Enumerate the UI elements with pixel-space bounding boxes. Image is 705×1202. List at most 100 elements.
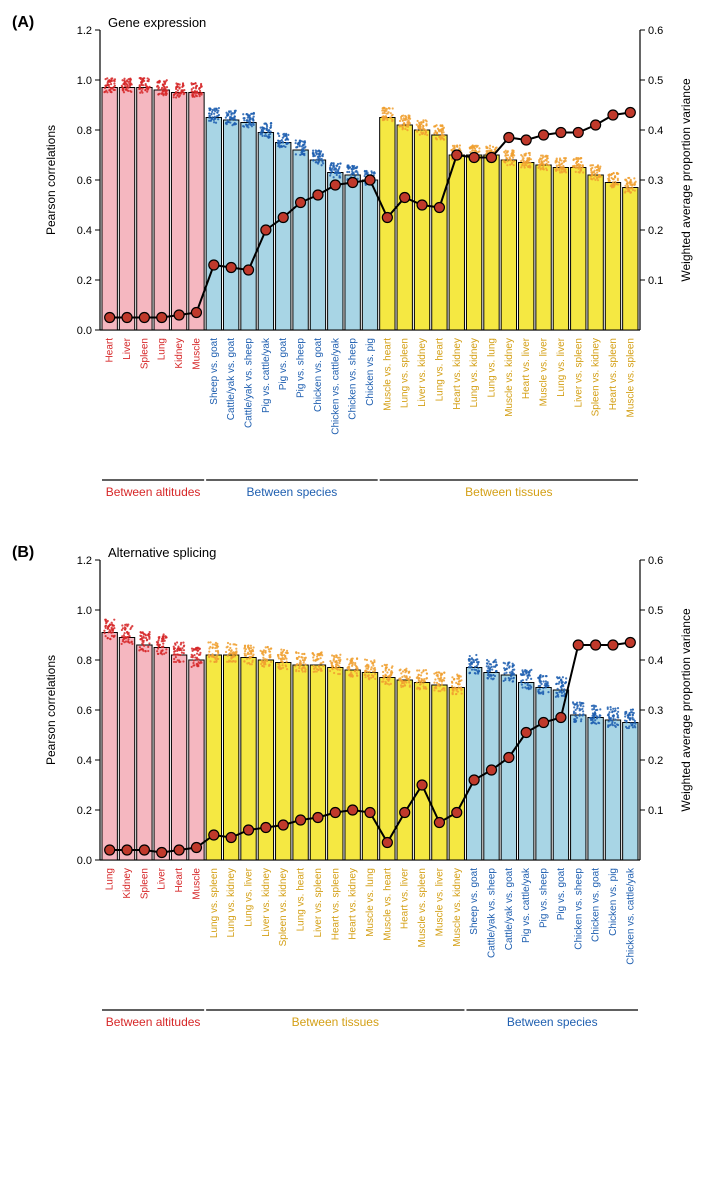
bar bbox=[119, 638, 134, 861]
svg-text:0.8: 0.8 bbox=[77, 655, 92, 667]
variance-point bbox=[521, 135, 531, 145]
x-label: Muscle vs. heart bbox=[382, 338, 393, 411]
bar bbox=[501, 675, 516, 860]
bar bbox=[171, 93, 186, 331]
x-label: Liver vs. kidney bbox=[261, 868, 272, 937]
x-label: Muscle vs. lung bbox=[365, 868, 376, 937]
variance-point bbox=[244, 265, 254, 275]
x-label: Muscle bbox=[191, 338, 202, 370]
bar bbox=[171, 655, 186, 860]
bar bbox=[623, 723, 638, 861]
svg-text:0.2: 0.2 bbox=[77, 805, 92, 817]
svg-text:0.4: 0.4 bbox=[77, 755, 92, 767]
x-label: Pig vs. cattle/yak bbox=[521, 867, 532, 943]
x-label: Liver bbox=[157, 867, 168, 889]
variance-point bbox=[244, 825, 254, 835]
variance-point bbox=[122, 313, 132, 323]
x-label: Heart vs. kidney bbox=[348, 868, 359, 940]
variance-point bbox=[209, 830, 219, 840]
variance-point bbox=[157, 313, 167, 323]
bars-layer bbox=[102, 88, 638, 331]
variance-point bbox=[261, 823, 271, 833]
svg-text:0.2: 0.2 bbox=[648, 225, 663, 237]
bar bbox=[345, 670, 360, 860]
svg-text:Pearson correlations: Pearson correlations bbox=[44, 125, 58, 235]
variance-point bbox=[330, 808, 340, 818]
x-label: Spleen vs. kidney bbox=[591, 338, 602, 416]
x-label: Muscle vs. liver bbox=[539, 337, 550, 406]
x-label: Lung vs. liver bbox=[556, 337, 567, 397]
x-label: Chicken vs. goat bbox=[591, 868, 602, 942]
variance-point bbox=[417, 780, 427, 790]
variance-point bbox=[174, 310, 184, 320]
variance-point bbox=[504, 133, 514, 143]
variance-point bbox=[278, 820, 288, 830]
x-label: Muscle vs. spleen bbox=[417, 868, 428, 947]
bar bbox=[536, 165, 551, 330]
bar bbox=[362, 180, 377, 330]
bar bbox=[223, 120, 238, 330]
variance-point bbox=[296, 815, 306, 825]
variance-point bbox=[556, 128, 566, 138]
variance-point bbox=[539, 718, 549, 728]
x-label: Lung vs. kidney bbox=[226, 868, 237, 938]
bar bbox=[571, 168, 586, 331]
bar bbox=[345, 175, 360, 330]
bar bbox=[137, 88, 152, 331]
x-label: Muscle vs. heart bbox=[382, 868, 393, 941]
svg-text:1.2: 1.2 bbox=[77, 25, 92, 37]
variance-point bbox=[504, 753, 514, 763]
bar bbox=[154, 648, 169, 861]
variance-point bbox=[452, 150, 462, 160]
bar bbox=[328, 173, 343, 331]
x-label: Pig vs. goat bbox=[556, 868, 567, 920]
x-label: Lung vs. spleen bbox=[209, 868, 220, 938]
variance-point bbox=[625, 108, 635, 118]
svg-text:0.4: 0.4 bbox=[77, 225, 92, 237]
bar bbox=[414, 130, 429, 330]
variance-point bbox=[608, 110, 618, 120]
x-label: Heart vs. liver bbox=[521, 337, 532, 399]
svg-text:1.0: 1.0 bbox=[77, 75, 92, 87]
variance-point bbox=[400, 808, 410, 818]
x-label: Chicken vs. cattle/yak bbox=[625, 867, 636, 965]
x-label: Heart vs. spleen bbox=[608, 338, 619, 410]
bar bbox=[466, 668, 481, 861]
x-label: Lung vs. kidney bbox=[469, 338, 480, 408]
svg-text:0.0: 0.0 bbox=[77, 855, 92, 867]
variance-point bbox=[313, 190, 323, 200]
bar bbox=[362, 673, 377, 861]
svg-text:0.5: 0.5 bbox=[648, 605, 663, 617]
x-label: Liver bbox=[122, 337, 133, 359]
variance-point bbox=[139, 313, 149, 323]
bar bbox=[241, 123, 256, 331]
panel-label: (A) bbox=[12, 14, 34, 32]
variance-point bbox=[539, 130, 549, 140]
x-label: Lung vs. heart bbox=[434, 338, 445, 402]
svg-text:0.6: 0.6 bbox=[77, 175, 92, 187]
bar bbox=[189, 93, 204, 331]
variance-point bbox=[191, 843, 201, 853]
variance-point bbox=[521, 728, 531, 738]
bar bbox=[501, 160, 516, 330]
x-label: Lung vs. spleen bbox=[400, 338, 411, 408]
variance-point bbox=[174, 845, 184, 855]
variance-point bbox=[278, 213, 288, 223]
x-label: Kidney bbox=[122, 868, 133, 899]
variance-point bbox=[122, 845, 132, 855]
variance-point bbox=[573, 640, 583, 650]
x-label: Muscle vs. kidney bbox=[452, 868, 463, 947]
x-label: Muscle bbox=[191, 868, 202, 900]
x-label: Liver vs. spleen bbox=[313, 868, 324, 937]
bar bbox=[293, 665, 308, 860]
bar bbox=[449, 688, 464, 861]
svg-text:0.1: 0.1 bbox=[648, 805, 663, 817]
x-label: Chicken vs. goat bbox=[313, 338, 324, 412]
x-label: Heart vs. spleen bbox=[330, 868, 341, 940]
variance-point bbox=[365, 808, 375, 818]
bar bbox=[605, 720, 620, 860]
svg-text:Weighted average proportion va: Weighted average proportion variance bbox=[679, 78, 693, 282]
bar bbox=[328, 668, 343, 861]
svg-text:0.1: 0.1 bbox=[648, 275, 663, 287]
bar bbox=[414, 683, 429, 861]
